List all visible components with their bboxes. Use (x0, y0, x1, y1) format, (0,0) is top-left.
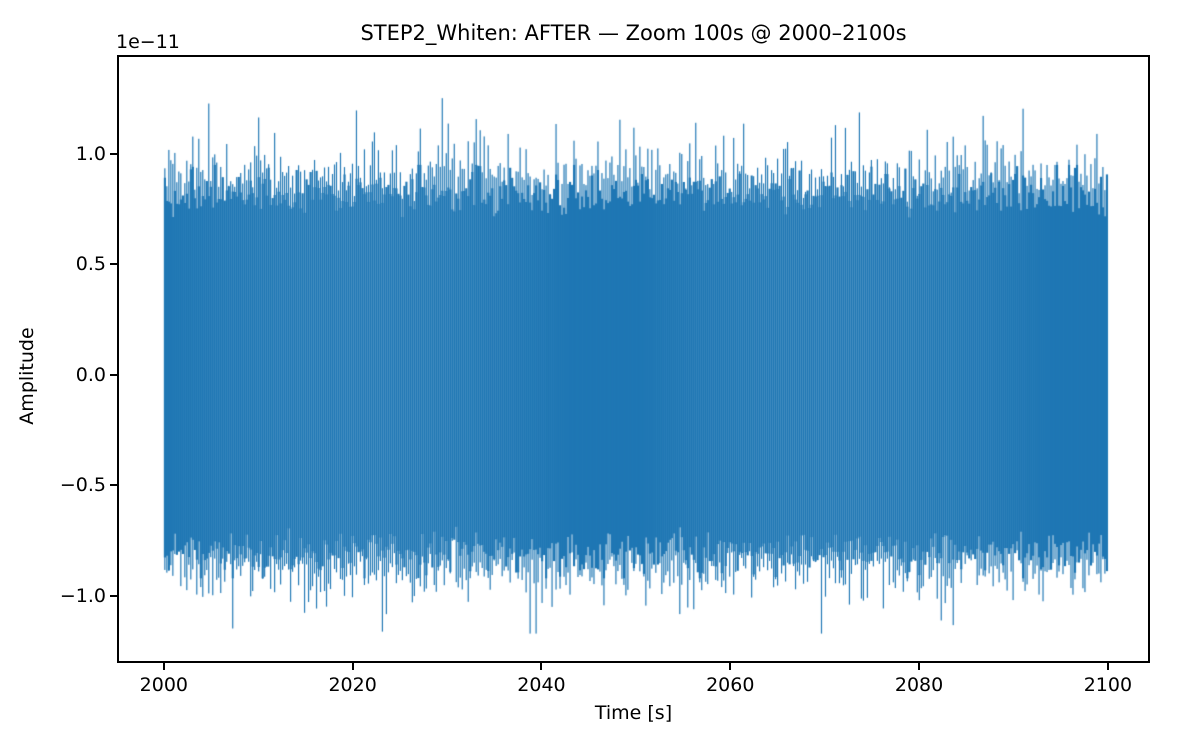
chart-title: STEP2_Whiten: AFTER — Zoom 100s @ 2000–2… (360, 21, 907, 45)
x-tick-label: 2060 (706, 674, 755, 696)
y-tick-label: −1.0 (59, 585, 106, 607)
x-tick-mark (918, 663, 921, 670)
x-tick-mark (351, 663, 354, 670)
y-tick-label: −0.5 (59, 474, 106, 497)
signal-waveform-canvas (119, 57, 1148, 661)
x-tick-label: 2100 (1083, 674, 1133, 696)
x-tick-mark (1106, 663, 1109, 670)
y-tick-label: 1.0 (75, 142, 106, 165)
y-tick-mark (110, 484, 117, 487)
y-axis-label: Amplitude (16, 327, 38, 425)
x-tick-mark (162, 663, 165, 670)
x-tick-mark (729, 663, 732, 670)
y-tick-mark (110, 152, 117, 155)
x-tick-label: 2020 (328, 674, 377, 696)
y-tick-mark (110, 373, 117, 376)
x-tick-mark (540, 663, 543, 670)
y-axis-offset-text: 1e−11 (116, 31, 180, 53)
y-tick-label: 0.0 (75, 363, 106, 386)
x-tick-label: 2040 (517, 674, 566, 696)
x-tick-label: 2000 (139, 674, 188, 696)
y-tick-mark (110, 263, 117, 266)
y-tick-mark (110, 595, 117, 597)
x-tick-label: 2080 (894, 674, 944, 696)
x-axis-label: Time [s] (594, 702, 673, 724)
y-tick-label: 0.5 (75, 253, 106, 276)
